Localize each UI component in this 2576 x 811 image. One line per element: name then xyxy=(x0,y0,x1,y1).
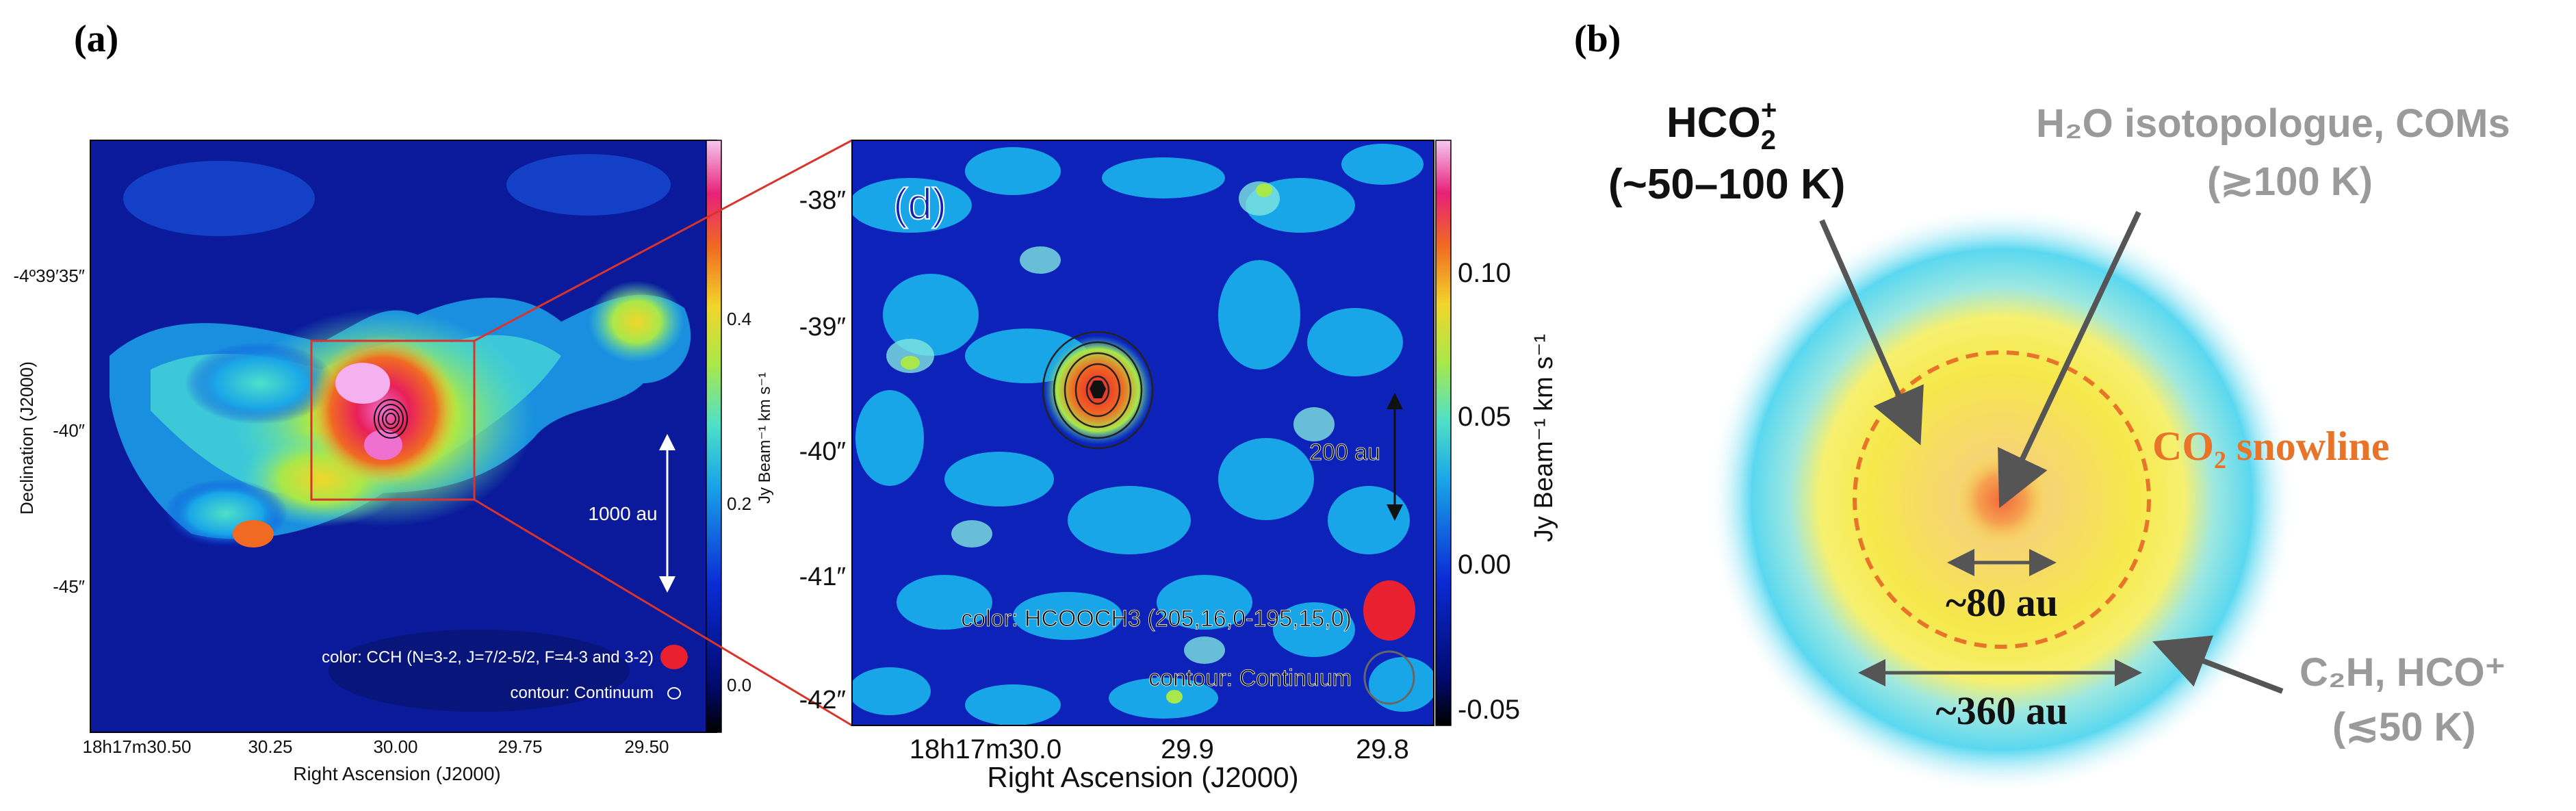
panel-a-xtick-2: 30.25 xyxy=(248,736,292,757)
panel-a-xtick-1: 18h17m30.50 xyxy=(82,736,191,757)
panel-a-cblabel: Jy Beam⁻¹ km s⁻¹ xyxy=(756,372,774,504)
panel-a-legend-color: color: CCH (N=3-2, J=7/2-5/2, F=4-3 and … xyxy=(322,648,654,667)
panel-b-inner-size: ~80 au xyxy=(1946,580,2058,625)
panel-d-beam-contour xyxy=(1363,650,1415,705)
panel-d-xtick-2: 29.9 xyxy=(1161,734,1214,764)
panel-a-continuum-contours xyxy=(374,399,408,439)
panel-d-cbtick-1: 0.10 xyxy=(1458,258,1511,288)
zoom-connector-top xyxy=(474,139,853,342)
panel-a-cbtick-3: 0.0 xyxy=(727,675,751,695)
panel-d-legend-contour: contour: Continuum xyxy=(1148,665,1352,691)
panel-d: (d) 200 au color: HCOOCH3 (205,16,0-195,… xyxy=(799,140,1558,793)
panel-d-continuum-contours xyxy=(1042,331,1154,450)
panel-d-colorbar xyxy=(1435,140,1452,726)
panel-a-ytick-1: -4º39′35″ xyxy=(13,266,85,286)
panel-b-c2h-temp: (≲50 K) xyxy=(2332,705,2476,749)
panel-d-map: (d) 200 au color: HCOOCH3 (205,16,0-195,… xyxy=(852,140,1434,725)
panel-a-scale-label: 1000 au xyxy=(588,503,657,524)
panel-b-c2h-arrow xyxy=(2152,635,2284,694)
panel-d-ytick-3: -40″ xyxy=(799,437,846,466)
panel-b-h2o-temp: (≳100 K) xyxy=(2207,159,2373,204)
panel-a-xtick-4: 29.75 xyxy=(498,736,542,757)
panel-d-cbtick-3: 0.00 xyxy=(1458,550,1511,580)
panel-a-xlabel: Right Ascension (J2000) xyxy=(293,763,501,784)
panel-b-snowline-circle xyxy=(1853,350,2151,649)
panel-d-xtick-1: 18h17m30.0 xyxy=(910,734,1061,764)
panel-d-xlabel: Right Ascension (J2000) xyxy=(987,761,1298,793)
panel-b-hco2-label: HCO2+ xyxy=(1666,95,1777,155)
panel-d-continuum-peak xyxy=(1090,381,1106,398)
panel-b-snowline-label: CO₂ snowline xyxy=(2152,424,2389,469)
panel-d-ytick-2: -39″ xyxy=(799,313,846,342)
panel-a-colorbar xyxy=(706,140,722,733)
panel-d-ytick-5: -42″ xyxy=(799,686,846,715)
panel-a-map: 1000 au color: CCH (N=3-2, J=7/2-5/2, F=… xyxy=(90,140,717,732)
panel-a-legend-contour: contour: Continuum xyxy=(511,684,654,702)
zoom-connector-bottom xyxy=(474,498,853,727)
panel-a-ytick-3: -45″ xyxy=(53,576,85,597)
panel-a-beam-contour xyxy=(667,687,681,699)
panel-b-h2o-arrow xyxy=(1998,211,2141,509)
panel-a-cbtick-2: 0.2 xyxy=(727,493,751,514)
panel-b-h2o-label: H₂O isotopologue, COMs xyxy=(2036,101,2510,146)
panel-d-scale-label: 200 au xyxy=(1309,439,1380,465)
panel-b-label: (b) xyxy=(1574,18,1621,60)
panel-b-c2h-label: C₂H, HCO⁺ xyxy=(2300,650,2506,695)
panel-a-xtick-5: 29.50 xyxy=(624,736,669,757)
panel-b-hco2-arrow xyxy=(1819,219,1924,446)
panel-d-cbtick-4: -0.05 xyxy=(1458,695,1520,725)
panel-d-xtick-3: 29.8 xyxy=(1356,734,1409,764)
panel-b: (b) HCO2+ (~50–100 K) H₂O isotopologue, … xyxy=(1574,18,2510,794)
panel-a-zoom-box xyxy=(310,339,476,501)
panel-d-frame xyxy=(851,140,1434,726)
panel-a-ylabel: Declination (J2000) xyxy=(16,361,37,515)
panel-a-xtick-3: 30.00 xyxy=(373,736,417,757)
panel-d-legend-color: color: HCOOCH3 (205,16,0-195,15,0) xyxy=(961,606,1352,632)
panel-d-beam-color xyxy=(1363,580,1415,641)
panel-b-hco2-block: HCO2+ (~50–100 K) xyxy=(1608,95,1845,208)
panel-d-label: (d) xyxy=(893,179,946,229)
panel-a-ytick-2: -40″ xyxy=(53,420,85,441)
panel-d-cblabel: Jy Beam⁻¹ km s⁻¹ xyxy=(1530,334,1558,542)
panel-d-ytick-4: -41″ xyxy=(799,563,846,591)
panel-a-beam-color xyxy=(660,645,688,669)
panel-d-ytick-1: -38″ xyxy=(799,186,846,215)
panel-b-hco2-temp: (~50–100 K) xyxy=(1608,161,1845,208)
panel-a-cbtick-1: 0.4 xyxy=(727,309,751,329)
panel-a-label: (a) xyxy=(74,18,118,60)
panel-d-cbtick-2: 0.05 xyxy=(1458,402,1511,432)
panel-a: (a) xyxy=(13,18,774,784)
panel-b-warm-core xyxy=(1954,452,2050,548)
panel-b-outer-size: ~360 au xyxy=(1936,688,2068,733)
